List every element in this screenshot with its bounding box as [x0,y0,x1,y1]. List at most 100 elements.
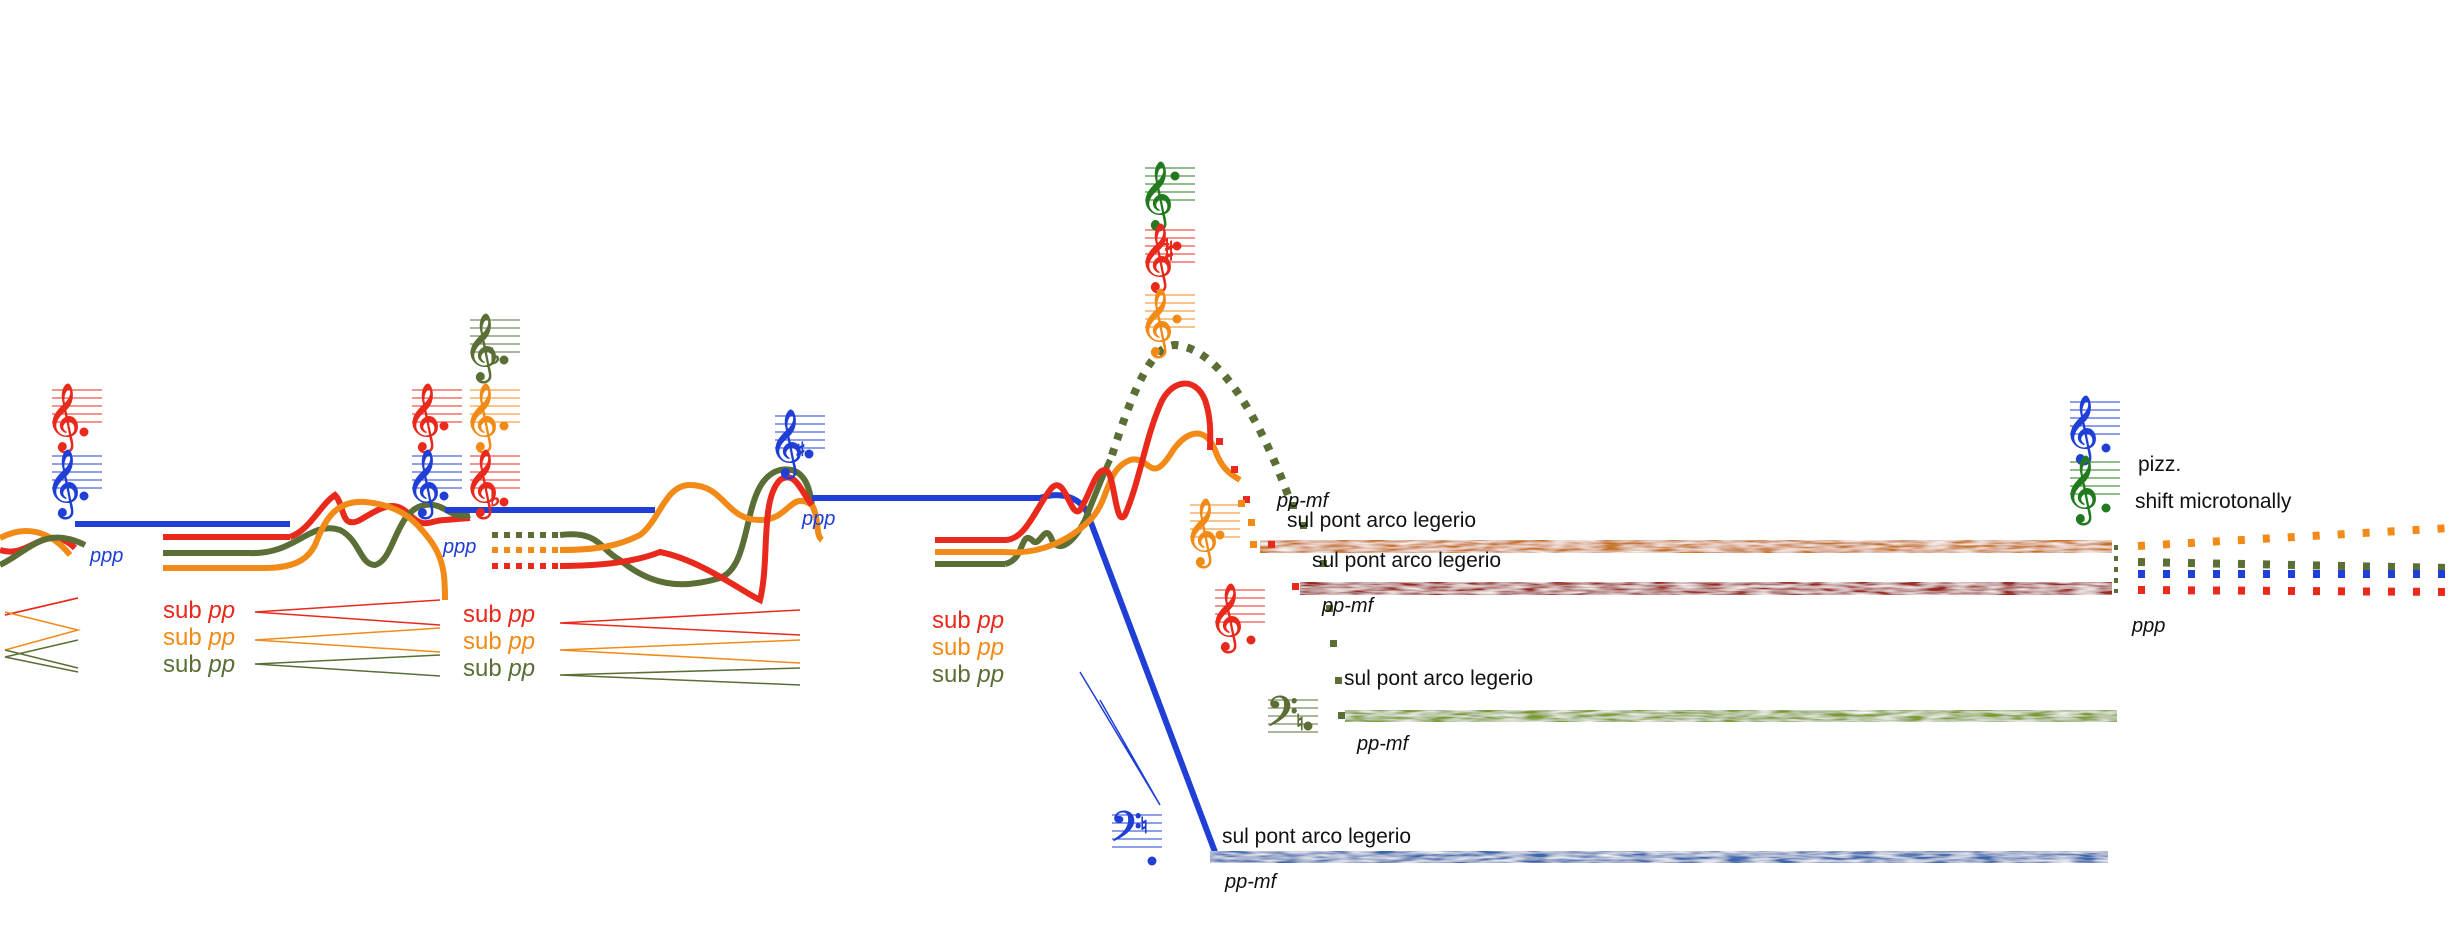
svg-text:𝄞: 𝄞 [1184,497,1218,568]
dynamic-pp-mf-1: pp-mf [1276,490,1331,512]
dynamic-ppp-1: ppp [89,545,123,567]
clef-treble-olive-2: 𝄞♭ [464,312,521,384]
dynamic-pp-mf-2: pp-mf [1321,595,1376,617]
curve-red-4 [1004,380,1214,543]
svg-text:𝄞: 𝄞 [2064,454,2098,525]
clef-treble-blue-1: 𝄞 [46,448,103,520]
technique-blue: sul pont arco legerio [1222,825,1411,848]
svg-text:sub pp: sub pp [163,597,235,624]
dotted-orange-fall [1238,500,1255,526]
svg-text:sub pp: sub pp [463,628,535,655]
svg-text:𝄞: 𝄞 [464,448,498,519]
svg-text:𝄲: 𝄲 [1163,237,1173,263]
technique-olive: sul pont arco legerio [1344,667,1533,690]
curve-red-2 [288,491,471,540]
svg-text:𝄢: 𝄢 [1110,803,1142,861]
hairpins-1 [4,597,81,673]
dotted-orange-end [2137,524,2450,550]
clef-treble-green-4: 𝄞 [1139,160,1196,232]
section-5 [1210,540,2117,863]
svg-text:𝄞: 𝄞 [464,312,498,383]
sub-markings-1: sub pp sub pp sub pp [163,597,235,678]
svg-text:sub pp: sub pp [463,655,535,682]
dotted-starts-3 [492,532,560,569]
svg-text:♮: ♮ [1140,814,1148,839]
svg-text:𝄞: 𝄞 [406,448,440,519]
sub-markings-3: sub pp sub pp sub pp [932,607,1004,688]
dynamic-pp-mf-3: pp-mf [1356,733,1411,755]
svg-text:♮: ♮ [1296,711,1304,736]
clef-treble-orange-4: 𝄞 [1139,287,1196,359]
hairpin-blue-4 [1079,671,1161,806]
svg-text:sub pp: sub pp [932,661,1004,688]
clef-bass-olive-4: 𝄢♮ [1266,688,1319,747]
technique-labels: sul pont arco legerio sul pont arco lege… [1222,453,2292,848]
svg-text:𝄞: 𝄞 [406,382,440,453]
clef-bass-blue-4: 𝄢♮ [1110,803,1163,866]
svg-text:sub pp: sub pp [463,601,535,628]
band-red [1300,582,2112,595]
curve-orange-2 [264,498,448,601]
clefs: 𝄞 𝄞 𝄞♭ 𝄞 𝄞 𝄞 𝄞♭ 𝄞♯ 𝄞 𝄞𝄲 [46,160,2121,866]
dynamic-pp-mf-4: pp-mf [1224,871,1279,893]
clef-treble-orange-2: 𝄞 [464,382,521,454]
dynamic-ppp-2: ppp [442,536,476,558]
svg-text:sub pp: sub pp [932,634,1004,661]
curve-olive-4 [1003,458,1113,567]
svg-text:𝄢: 𝄢 [1266,688,1298,746]
section-2 [163,491,655,677]
band-start-marks [1250,541,1345,719]
svg-text:𝄞: 𝄞 [2064,394,2098,465]
svg-text:𝄞: 𝄞 [1139,287,1173,358]
clef-treble-blue-6: 𝄞 [2064,394,2121,466]
section-6 [2114,524,2450,596]
dynamic-markings: ppp ppp ppp ppp pp-mf pp-mf pp-mf pp-mf [89,490,2165,893]
curve-orange-3 [559,481,825,553]
clef-treble-red-4: 𝄞𝄲 [1139,222,1196,294]
clef-treble-green-6: 𝄞 [2064,454,2121,526]
technique-orange: sul pont arco legerio [1287,509,1476,532]
curve-orange-1 [0,528,73,557]
band-green [1345,710,2117,722]
svg-text:♯: ♯ [795,439,806,464]
dotted-olive-arc [1108,340,1292,497]
band-blue [1210,851,2108,863]
clef-treble-red-2b: 𝄞♭ [464,448,521,520]
technique-red: sul pont arco legerio [1312,549,1501,572]
section-4 [935,340,1342,854]
hairpins-2 [254,599,441,677]
clef-treble-red-2a: 𝄞 [406,382,463,454]
section-3 [492,466,1040,686]
curve-olive-1 [0,534,87,568]
clef-treble-red-1: 𝄞 [46,382,103,454]
curve-red-3 [559,474,815,605]
svg-text:♭: ♭ [490,487,500,512]
dotted-olive-end [2137,558,2450,572]
svg-text:sub pp: sub pp [163,624,235,651]
svg-text:♭: ♭ [490,345,500,370]
dynamic-ppp-end: ppp [2131,615,2165,637]
svg-text:𝄞: 𝄞 [464,382,498,453]
section-1 [0,521,290,673]
dotted-red-end [2137,586,2450,596]
sub-markings-2: sub pp sub pp sub pp [463,601,535,682]
clef-treble-blue-2: 𝄞 [406,448,463,520]
dotted-red-fall [1216,438,1250,503]
instruction-shift: shift microtonally [2135,490,2292,513]
svg-text:𝄞: 𝄞 [46,448,80,519]
svg-text:𝄞: 𝄞 [1139,222,1173,293]
clef-treble-blue-3: 𝄞♯ [769,408,826,480]
clef-treble-red-4b: 𝄞 [1209,582,1266,654]
svg-text:sub pp: sub pp [932,607,1004,634]
instruction-pizz: pizz. [2138,453,2181,476]
svg-text:𝄞: 𝄞 [46,382,80,453]
svg-text:sub pp: sub pp [163,651,235,678]
curve-orange-4 [1004,430,1242,556]
curve-olive-2 [249,501,471,569]
band-orange [1260,540,2112,553]
clef-treble-orange-4b: 𝄞 [1184,497,1241,569]
dynamic-ppp-3: ppp [801,508,835,530]
svg-text:𝄞: 𝄞 [1209,582,1243,653]
svg-text:𝄞: 𝄞 [769,408,803,479]
